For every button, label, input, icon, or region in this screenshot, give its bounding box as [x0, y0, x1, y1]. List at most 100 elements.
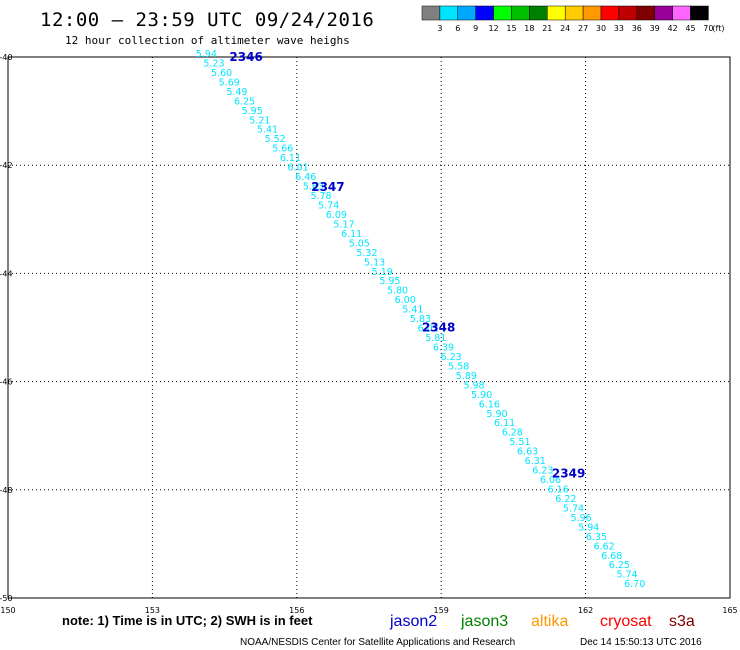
- wave-height-value: 5.94: [578, 522, 599, 533]
- y-tick-labels: -40 -42 -44 -46 -48 -50: [0, 53, 13, 603]
- colorbar-swatch: [672, 5, 691, 21]
- legend-item: s3a: [669, 613, 695, 630]
- wave-height-value: 6.70: [624, 579, 645, 590]
- wave-height-value: 6.25: [609, 560, 630, 571]
- grid: [8, 57, 730, 598]
- y-tick-label: -50: [0, 594, 13, 603]
- colorbar-label: 21: [542, 24, 552, 33]
- wave-height-value: 6.28: [502, 428, 523, 439]
- wave-height-value: 5.23: [203, 58, 224, 69]
- wave-height-value: 6.09: [326, 210, 347, 221]
- wave-height-value: 5.49: [226, 87, 247, 98]
- wave-height-value: 5.32: [356, 248, 377, 259]
- wave-height-value: 6.02: [418, 324, 439, 335]
- colorbar-swatch: [439, 5, 459, 21]
- colorbar-label: 9: [473, 24, 478, 33]
- wave-height-value: 5.19: [372, 267, 393, 278]
- colorbar-label: 30: [596, 24, 606, 33]
- wave-height-value: 5.80: [387, 286, 408, 297]
- wave-height-value: 5.41: [257, 125, 278, 136]
- pass-label: 2346: [229, 50, 262, 64]
- legend-item: jason3: [460, 613, 508, 630]
- wave-height-value: 5.41: [402, 305, 423, 316]
- wave-height-value: 6.22: [555, 494, 576, 505]
- colorbar-swatch: [457, 5, 476, 21]
- wave-height-value: 6.11: [494, 418, 515, 429]
- colorbar-swatch: [600, 5, 620, 21]
- colorbar-label: 45: [685, 24, 695, 33]
- legend-item: jason2: [389, 613, 437, 630]
- colorbar-swatch: [690, 5, 709, 21]
- y-tick-label: -46: [0, 378, 13, 387]
- wave-height-value: 6.68: [601, 551, 622, 562]
- x-tick-label: 165: [722, 606, 737, 615]
- wave-height-value: 5.96: [571, 513, 592, 524]
- colorbar-label: 15: [506, 24, 516, 33]
- pass-label: 2348: [422, 321, 455, 335]
- colorbar-swatch: [529, 5, 548, 21]
- colorbar-swatch: [636, 5, 655, 21]
- chart-subtitle: 12 hour collection of altimeter wave hei…: [65, 34, 350, 47]
- colorbar-swatch: [582, 5, 602, 21]
- wave-height-value: 5.95: [379, 276, 400, 287]
- chart-title: 12:00 – 23:59 UTC 09/24/2016: [40, 9, 374, 31]
- wave-height-value: 5.52: [265, 134, 286, 145]
- colorbar-swatch: [475, 5, 494, 21]
- colorbar-unit: (ft): [712, 24, 724, 33]
- legend-item: cryosat: [600, 613, 652, 630]
- wave-height-value: 5.94: [196, 49, 217, 60]
- credit-line: NOAA/NESDIS Center for Satellite Applica…: [240, 637, 515, 648]
- wave-height-value: 5.66: [272, 144, 293, 155]
- wave-height-value: 5.63: [303, 182, 324, 193]
- wave-height-value: 5.90: [471, 390, 492, 401]
- colorbar-label: 27: [578, 24, 588, 33]
- y-tick-label: -44: [0, 269, 13, 278]
- wave-height-value: 5.60: [211, 68, 232, 79]
- wave-height-value: 5.98: [463, 380, 484, 391]
- wave-height-value: 6.16: [479, 399, 500, 410]
- wave-height-value: 6.35: [586, 532, 607, 543]
- x-tick-label: 162: [578, 606, 593, 615]
- wave-height-value: 5.17: [333, 219, 354, 230]
- wave-height-value: 6.31: [525, 456, 546, 467]
- colorbar-label: 36: [632, 24, 642, 33]
- wave-height-value: 6.11: [341, 229, 362, 240]
- wave-height-value: 5.95: [242, 106, 263, 117]
- wave-height-value: 5.90: [486, 409, 507, 420]
- wave-height-value: 5.21: [249, 115, 270, 126]
- wave-height-value: 5.13: [364, 257, 385, 268]
- wave-height-value: 5.78: [310, 191, 331, 202]
- wave-height-value: 5.81: [425, 333, 446, 344]
- wave-height-value: 6.46: [295, 172, 316, 183]
- wave-height-value: 6.01: [288, 163, 309, 174]
- wave-height-value: 6.11: [280, 153, 301, 164]
- wave-height-value: 6.39: [433, 342, 454, 353]
- wave-height-value: 5.89: [456, 371, 477, 382]
- x-tick-label: 156: [289, 606, 304, 615]
- wave-height-value: 5.05: [349, 238, 370, 249]
- wave-height-value: 6.62: [594, 541, 615, 552]
- colorbar-label: 39: [650, 24, 660, 33]
- pass-label: 2349: [552, 467, 585, 481]
- colorbar-swatch: [654, 5, 673, 21]
- wave-height-value: 5.51: [509, 437, 530, 448]
- x-tick-labels: 150 153 156 159 162 165: [0, 606, 737, 615]
- x-tick-label: 153: [145, 606, 160, 615]
- wave-height-value: 6.25: [234, 96, 255, 107]
- y-tick-label: -42: [0, 161, 13, 170]
- colorbar-swatch: [618, 5, 638, 21]
- colorbar-label: 70: [703, 24, 713, 33]
- legend-item: altika: [531, 613, 568, 630]
- wave-height-value: 6.00: [395, 295, 416, 306]
- satellite-legend: jason2 jason3 altika cryosat s3a: [389, 613, 695, 630]
- wave-height-value: 6.16: [548, 485, 569, 496]
- wave-height-value: 6.63: [517, 447, 538, 458]
- wave-height-value: 5.58: [448, 361, 469, 372]
- colorbar-label: 6: [455, 24, 460, 33]
- colorbar: 3 6 9 12 15 18 21 24 27 30 33 36 39 42 45 70(ft): [421, 5, 724, 33]
- pass-labels: 2346 2347 2348 2349: [229, 50, 585, 481]
- colorbar-swatch: [547, 5, 566, 21]
- timestamp: Dec 14 15:50:13 UTC 2016: [580, 637, 702, 648]
- wave-height-track: 5.945.235.605.695.496.255.955.215.415.52…: [196, 49, 646, 590]
